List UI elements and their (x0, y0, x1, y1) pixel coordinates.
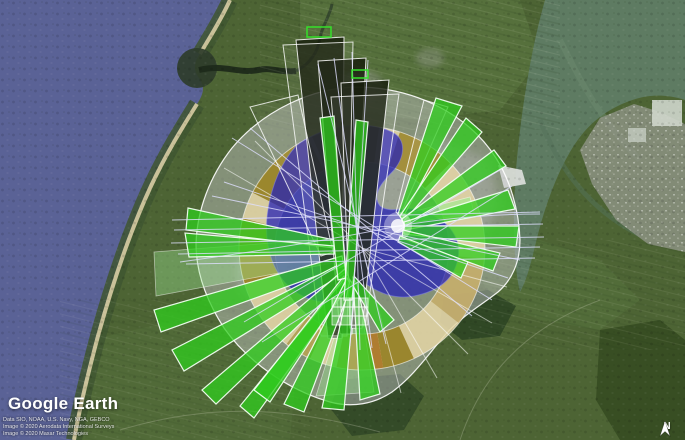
track-convergence-point (391, 219, 405, 233)
grid-cell (331, 297, 342, 308)
flight-track (243, 169, 501, 323)
compass-north-button[interactable]: N (658, 421, 676, 437)
grid-cell (340, 297, 351, 308)
grid-cell (358, 306, 369, 317)
radial-spoke (361, 247, 469, 355)
grid-cell (331, 315, 342, 326)
flight-track (249, 127, 473, 317)
grid-cell (349, 306, 360, 317)
north-arrow-icon (659, 421, 671, 437)
flight-track (211, 195, 521, 261)
grid-cell (358, 315, 369, 326)
flight-track (231, 137, 493, 301)
grid-cell (340, 315, 351, 326)
flight-track (223, 181, 509, 279)
map-attribution: Data SIO, NOAA, U.S. Navy, NGA, GEBCO Im… (3, 417, 114, 438)
flight-track (333, 57, 373, 349)
radial-spoke (254, 140, 363, 249)
grid-cell (331, 306, 342, 317)
ring-segment (376, 325, 414, 369)
radial-spoke (361, 247, 438, 379)
radial-spoke (361, 247, 508, 288)
flight-track (397, 213, 541, 227)
grid-cell (349, 297, 360, 308)
flight-track (179, 225, 399, 263)
flight-track (261, 185, 513, 343)
attribution-line: Image © 2020 Maxar Technologies (3, 431, 88, 437)
sector-tip-marker (306, 26, 332, 38)
attribution-line: Data SIO, NOAA, U.S. Navy, NGA, GEBCO (3, 417, 110, 423)
google-earth-logo: Google Earth (8, 394, 119, 413)
grid-cell (340, 306, 351, 317)
grid-cell (358, 297, 369, 308)
grid-cell (349, 315, 360, 326)
flight-track (317, 63, 387, 345)
attribution-line: Image © 2020 Aerodata International Surv… (3, 424, 115, 430)
sector-tip-marker (351, 69, 369, 79)
compass-label: N (663, 422, 670, 432)
